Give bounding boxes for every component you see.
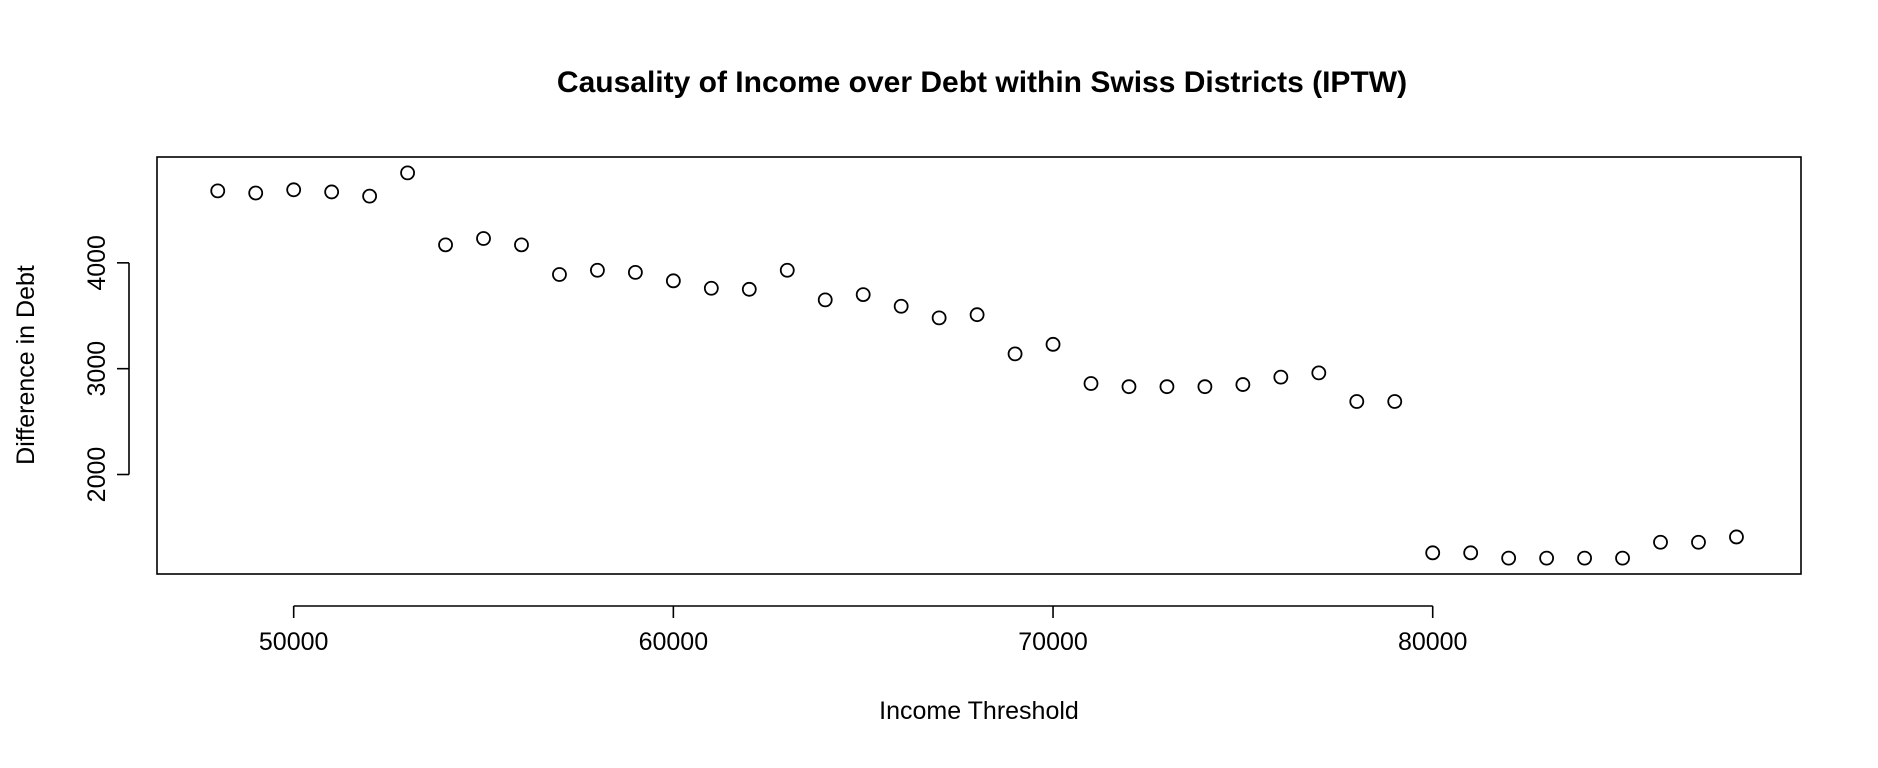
data-point bbox=[1615, 550, 1630, 566]
plot-area-border bbox=[156, 156, 1802, 575]
data-point bbox=[1349, 394, 1365, 409]
data-point bbox=[817, 292, 833, 308]
data-point bbox=[1729, 529, 1744, 545]
data-point bbox=[210, 183, 226, 199]
data-point bbox=[1653, 534, 1668, 550]
data-point bbox=[1425, 545, 1441, 561]
y-tick-label: 2000 bbox=[83, 447, 111, 503]
x-tick-label: 80000 bbox=[1398, 628, 1468, 656]
data-point bbox=[855, 287, 871, 302]
data-point bbox=[1197, 379, 1213, 395]
data-point bbox=[1273, 369, 1289, 385]
data-point bbox=[1235, 377, 1251, 392]
data-point bbox=[969, 307, 985, 323]
data-point bbox=[931, 310, 947, 326]
data-point bbox=[1311, 365, 1327, 381]
y-axis-label: Difference in Debt bbox=[12, 265, 40, 465]
data-point bbox=[248, 185, 264, 201]
data-point bbox=[1501, 550, 1517, 566]
chart-title: Causality of Income over Debt within Swi… bbox=[557, 66, 1407, 99]
y-tick-label: 3000 bbox=[83, 341, 111, 397]
data-point bbox=[627, 264, 643, 280]
data-point bbox=[1045, 336, 1061, 352]
data-point bbox=[893, 298, 909, 314]
x-tick-label: 70000 bbox=[1018, 628, 1088, 656]
data-point bbox=[665, 273, 681, 289]
data-point bbox=[1083, 376, 1099, 391]
data-point bbox=[476, 231, 491, 246]
data-point bbox=[1121, 379, 1137, 395]
data-point bbox=[1539, 550, 1555, 566]
data-point bbox=[286, 182, 302, 198]
data-point bbox=[590, 262, 605, 278]
y-tick-label: 4000 bbox=[83, 235, 111, 291]
x-axis: 50000 60000 70000 80000 bbox=[259, 605, 1468, 656]
data-point bbox=[514, 237, 529, 253]
data-point bbox=[552, 267, 567, 282]
data-point bbox=[703, 280, 719, 296]
data-point bbox=[1463, 545, 1479, 561]
data-point bbox=[324, 184, 340, 200]
data-point bbox=[400, 165, 415, 181]
x-tick-label: 50000 bbox=[259, 628, 329, 656]
data-points bbox=[210, 165, 1744, 566]
x-tick-label: 60000 bbox=[639, 628, 709, 656]
data-point bbox=[779, 262, 795, 278]
data-point bbox=[362, 188, 378, 204]
y-axis: 2000 3000 4000 bbox=[83, 235, 130, 503]
data-point bbox=[741, 281, 757, 297]
data-point bbox=[1007, 346, 1023, 362]
data-point bbox=[1691, 534, 1706, 550]
data-point bbox=[438, 237, 453, 253]
data-point bbox=[1159, 379, 1175, 395]
data-point bbox=[1577, 550, 1592, 566]
x-axis-label: Income Threshold bbox=[879, 697, 1079, 725]
data-point bbox=[1387, 394, 1403, 409]
